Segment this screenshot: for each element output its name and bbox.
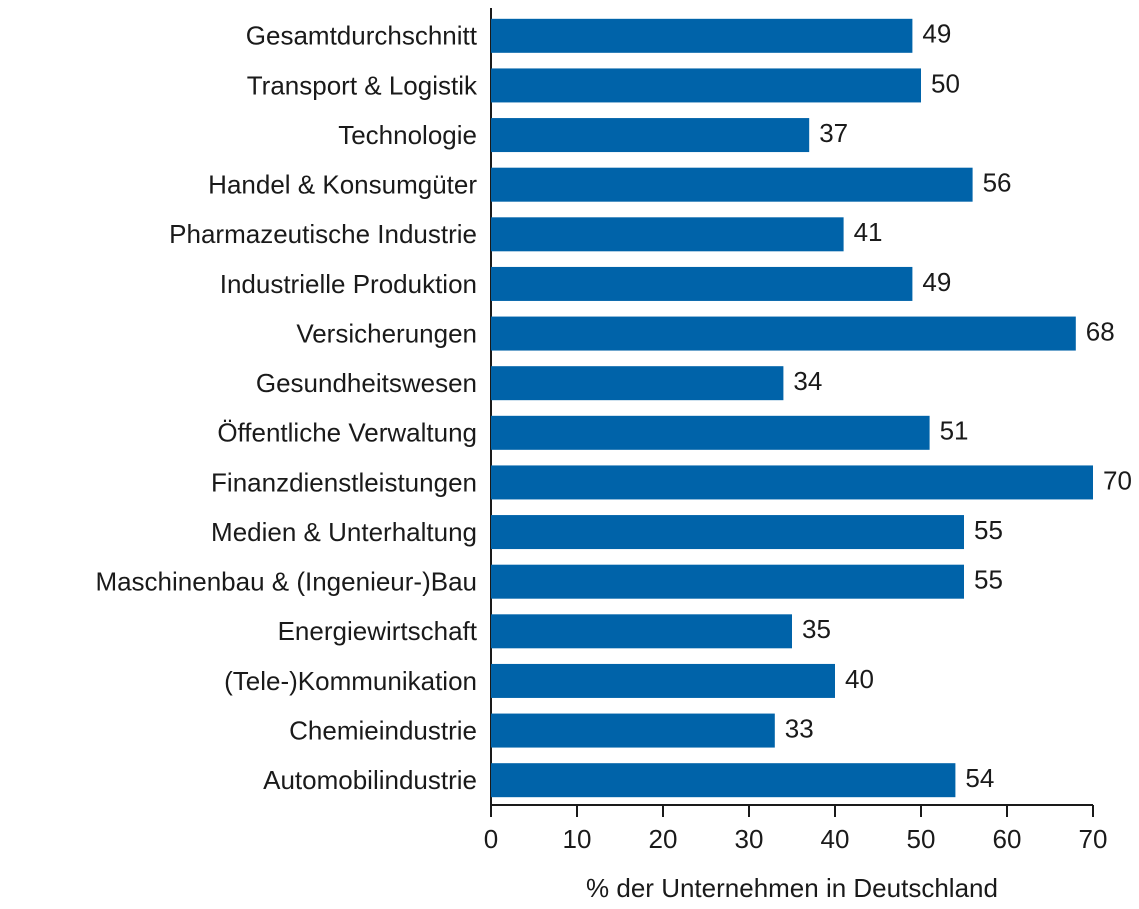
y-tick-label: Pharmazeutische Industrie bbox=[169, 219, 477, 249]
x-tick-label: 20 bbox=[649, 824, 678, 854]
bar bbox=[491, 515, 964, 550]
y-tick-label: Finanzdienstleistungen bbox=[211, 467, 477, 497]
y-tick-label: Versicherungen bbox=[296, 318, 477, 348]
x-tick-label: 10 bbox=[563, 824, 592, 854]
bar bbox=[491, 118, 810, 153]
value-label: 33 bbox=[785, 713, 814, 743]
value-label: 51 bbox=[940, 416, 969, 446]
bar bbox=[491, 217, 844, 252]
y-tick-label: Automobilindustrie bbox=[263, 765, 477, 795]
x-tick-label: 40 bbox=[821, 824, 850, 854]
value-label: 41 bbox=[854, 217, 883, 247]
x-axis-label: % der Unternehmen in Deutschland bbox=[586, 873, 998, 903]
value-label: 49 bbox=[922, 19, 951, 49]
bar bbox=[491, 68, 921, 103]
value-label: 35 bbox=[802, 614, 831, 644]
bar bbox=[491, 316, 1076, 351]
x-tick-label: 50 bbox=[907, 824, 936, 854]
bar bbox=[491, 614, 792, 649]
value-label: 50 bbox=[931, 68, 960, 98]
y-tick-label: Handel & Konsumgüter bbox=[208, 170, 477, 200]
bar bbox=[491, 18, 913, 53]
value-label: 34 bbox=[793, 366, 822, 396]
y-tick-label: Gesundheitswesen bbox=[256, 368, 477, 398]
bar bbox=[491, 266, 913, 301]
y-tick-label: Gesamtdurchschnitt bbox=[246, 21, 478, 51]
y-tick-label: Öffentliche Verwaltung bbox=[217, 418, 477, 448]
value-label: 37 bbox=[819, 118, 848, 148]
y-tick-label: Chemieindustrie bbox=[289, 715, 477, 745]
value-label: 49 bbox=[922, 267, 951, 297]
value-label: 54 bbox=[965, 763, 994, 793]
x-tick-label: 60 bbox=[993, 824, 1022, 854]
bar bbox=[491, 167, 973, 202]
bar bbox=[491, 763, 956, 798]
x-tick-label: 70 bbox=[1079, 824, 1108, 854]
value-label: 55 bbox=[974, 565, 1003, 595]
value-label: 40 bbox=[845, 664, 874, 694]
value-label: 70 bbox=[1103, 465, 1132, 495]
bar bbox=[491, 713, 775, 748]
value-label: 68 bbox=[1086, 316, 1115, 346]
x-tick-label: 0 bbox=[484, 824, 498, 854]
y-tick-label: Medien & Unterhaltung bbox=[211, 517, 477, 547]
value-label: 55 bbox=[974, 515, 1003, 545]
value-label: 56 bbox=[983, 168, 1012, 198]
bar bbox=[491, 663, 835, 698]
y-tick-label: Maschinenbau & (Ingenieur-)Bau bbox=[95, 567, 477, 597]
y-tick-label: Energiewirtschaft bbox=[278, 616, 478, 646]
y-tick-label: Transport & Logistik bbox=[247, 70, 478, 100]
bar bbox=[491, 564, 964, 599]
bar bbox=[491, 415, 930, 450]
x-tick-label: 30 bbox=[735, 824, 764, 854]
y-tick-label: Industrielle Produktion bbox=[220, 269, 477, 299]
y-tick-label: Technologie bbox=[338, 120, 477, 150]
bar bbox=[491, 366, 784, 401]
bar bbox=[491, 465, 1093, 500]
y-tick-label: (Tele-)Kommunikation bbox=[224, 666, 477, 696]
